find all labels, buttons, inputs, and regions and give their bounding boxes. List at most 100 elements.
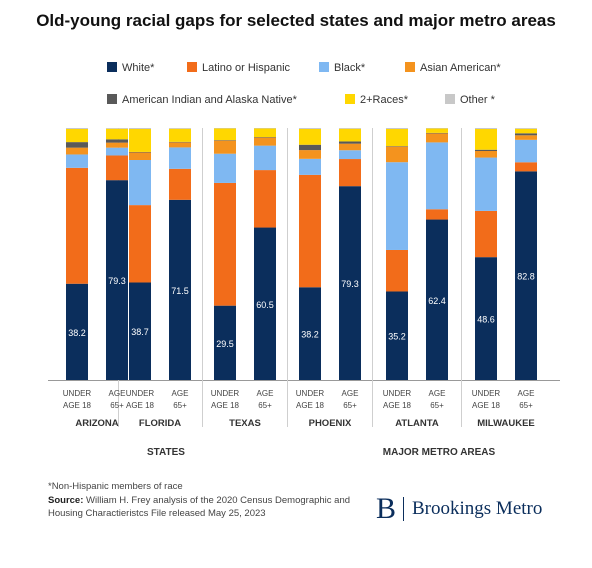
group-label: PHOENIX [309, 418, 352, 429]
legend-item: Black* [319, 62, 365, 74]
bar-segment [475, 157, 497, 211]
bar-category-label: AGE [109, 389, 126, 398]
bar-category-label: UNDER [383, 389, 412, 398]
bar-segment [475, 129, 497, 150]
bar-segment [254, 227, 276, 380]
bar-category-label: 65+ [110, 401, 124, 410]
bar-segment [214, 128, 236, 129]
bar-value-label: 38.7 [131, 327, 149, 337]
legend-item: 2+Races* [345, 94, 408, 106]
bar-category-label: AGE 18 [63, 401, 92, 410]
bar-segment [426, 128, 448, 133]
bar-segment [386, 291, 408, 380]
bar-segment [426, 128, 448, 129]
bar-category-label: AGE [342, 389, 359, 398]
bar-segment [66, 147, 88, 155]
bar-segment [299, 128, 321, 129]
bar-value-label: 35.2 [388, 332, 406, 342]
source-text: William H. Frey analysis of the 2020 Cen… [48, 495, 351, 519]
legend-item: Asian American* [405, 62, 501, 74]
bar-segment [339, 141, 361, 144]
bar-category-label: AGE [257, 389, 274, 398]
bar-value-label: 71.5 [171, 286, 189, 296]
source-note: Source: William H. Frey analysis of the … [48, 494, 368, 520]
bar-value-label: 48.6 [477, 315, 495, 325]
bar-segment [106, 142, 128, 148]
bar-segment [214, 305, 236, 380]
bar-segment [299, 128, 321, 145]
bar-segment [66, 142, 88, 148]
legend-swatch [187, 62, 197, 72]
bar-value-label: 38.2 [301, 330, 319, 340]
bar-category-label: UNDER [472, 389, 501, 398]
bar-segment [254, 128, 276, 129]
bar-segment [169, 199, 191, 380]
bar-segment [169, 168, 191, 200]
bar-category-label: 65+ [343, 401, 357, 410]
bar-segment [254, 137, 276, 146]
bar-category-label: AGE 18 [383, 401, 412, 410]
bar-segment [214, 182, 236, 306]
legend-swatch [445, 94, 455, 104]
bar-segment [386, 128, 408, 130]
bar-value-label: 62.4 [428, 296, 446, 306]
brand-divider [403, 497, 404, 521]
group-label: FLORIDA [139, 418, 181, 429]
bar-segment [339, 128, 361, 129]
legend-label: 2+Races* [360, 94, 409, 106]
bar-segment [214, 153, 236, 183]
bar-segment [386, 146, 408, 147]
bar-segment [475, 257, 497, 380]
bar-segment [339, 186, 361, 380]
bar-segment [339, 150, 361, 160]
group-label: ATLANTA [395, 418, 439, 429]
source-label: Source: [48, 495, 84, 506]
bar-segment [299, 144, 321, 151]
bar-category-label: 65+ [258, 401, 272, 410]
bar-segment [169, 128, 191, 129]
bar-segment [254, 145, 276, 171]
bar-segment [254, 128, 276, 138]
legend-swatch [405, 62, 415, 72]
bar-segment [254, 137, 276, 138]
bar-segment [515, 128, 537, 134]
section-label: MAJOR METRO AREAS [383, 447, 496, 458]
bar-segment [169, 141, 191, 143]
legend-item: Other * [445, 94, 495, 106]
bar-category-label: UNDER [63, 389, 92, 398]
bar-category-label: 65+ [173, 401, 187, 410]
bar-segment [66, 129, 88, 143]
group-label: MILWAUKEE [477, 418, 535, 429]
bar-segment [106, 147, 128, 156]
bar-segment [426, 219, 448, 380]
bar-value-label: 38.2 [68, 328, 86, 338]
brookings-metro-logo: B Brookings Metro [376, 493, 576, 525]
bar-segment [426, 132, 448, 134]
bar-segment [426, 133, 448, 143]
bar-segment [475, 210, 497, 258]
bar-segment [214, 140, 236, 141]
bar-segment [475, 128, 497, 130]
bar-segment [339, 143, 361, 151]
bar-category-label: UNDER [126, 389, 155, 398]
bar-category-label: AGE [429, 389, 446, 398]
legend-item: Latino or Hispanic [187, 62, 290, 74]
bar-category-label: UNDER [296, 389, 325, 398]
bar-segment [106, 180, 128, 380]
bar-segment [515, 133, 537, 136]
legend-item: White* [107, 62, 154, 74]
group-label: TEXAS [229, 418, 261, 429]
bar-category-label: AGE 18 [126, 401, 155, 410]
legend-swatch [107, 94, 117, 104]
legend-swatch [345, 94, 355, 104]
brand-name: Brookings Metro [412, 498, 543, 519]
bar-category-label: UNDER [211, 389, 240, 398]
bar-segment [515, 171, 537, 380]
bar-segment [129, 282, 151, 380]
bar-segment [515, 135, 537, 140]
bar-segment [386, 129, 408, 147]
bar-segment [129, 205, 151, 283]
bar-segment [66, 154, 88, 168]
bar-segment [299, 287, 321, 380]
bar-segment [515, 139, 537, 163]
